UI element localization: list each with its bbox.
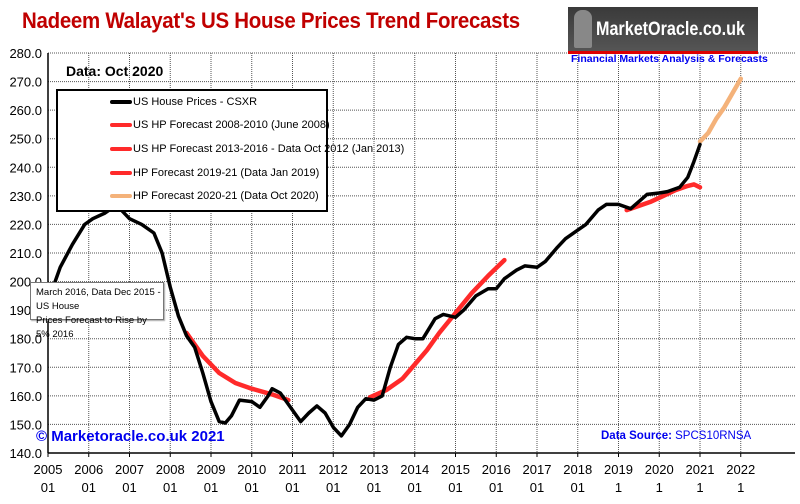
legend-swatch — [110, 147, 132, 151]
legend-swatch — [110, 171, 132, 175]
series-line-0 — [46, 142, 702, 438]
x-tick-label: 01 — [489, 480, 503, 495]
y-tick-label: 150.0 — [9, 417, 42, 432]
x-tick-label: 01 — [122, 480, 136, 495]
x-tick-label: 2012 — [319, 462, 348, 477]
x-tick-label: 2022 — [726, 462, 755, 477]
source-label: Data Source: — [601, 430, 672, 442]
data-source: Data Source: SPCS10RNSA — [601, 430, 751, 442]
legend-item: HP Forecast 2019-21 (Data Jan 2019) — [110, 167, 319, 179]
y-tick-label: 170.0 — [9, 360, 42, 375]
x-tick-label: 2014 — [400, 462, 429, 477]
marketoracle-logo: MarketOracle.co.uk — [568, 7, 758, 54]
x-tick-label: 2009 — [197, 462, 226, 477]
x-tick-label: 2005 — [34, 462, 63, 477]
x-tick-label: 2018 — [563, 462, 592, 477]
y-tick-label: 160.0 — [9, 389, 42, 404]
legend-swatch — [110, 100, 132, 104]
x-tick-label: 01 — [448, 480, 462, 495]
y-tick-label: 220.0 — [9, 217, 42, 232]
y-tick-label: 240.0 — [9, 160, 42, 175]
x-tick-label: 01 — [326, 480, 340, 495]
legend-item: US HP Forecast 2008-2010 (June 2008) — [110, 119, 330, 131]
x-tick-label: 2008 — [156, 462, 185, 477]
y-tick-label: 180.0 — [9, 332, 42, 347]
legend-swatch — [110, 194, 132, 198]
legend-item: US House Prices - CSXR — [110, 96, 257, 108]
x-tick-label: 01 — [571, 480, 585, 495]
y-tick-label: 250.0 — [9, 132, 42, 147]
x-tick-label: 2006 — [74, 462, 103, 477]
y-tick-label: 270.0 — [9, 75, 42, 90]
y-tick-label: 210.0 — [9, 246, 42, 261]
logo-subtitle: Financial Markets Analysis & Forecasts — [571, 53, 768, 65]
source-value: SPCS10RNSA — [675, 430, 752, 442]
x-tick-label: 01 — [367, 480, 381, 495]
x-tick-label: 1 — [696, 480, 703, 495]
x-tick-label: 2015 — [441, 462, 470, 477]
x-tick-label: 2010 — [237, 462, 266, 477]
chart-title: Nadeem Walayat's US House Prices Trend F… — [22, 8, 520, 33]
x-tick-label: 01 — [204, 480, 218, 495]
x-tick-label: 2013 — [360, 462, 389, 477]
x-tick-label: 01 — [41, 480, 55, 495]
x-tick-label: 2019 — [604, 462, 633, 477]
annotation-line: Prices Forecast to Rise by 5% 2016 — [36, 315, 147, 340]
legend-label: HP Forecast 2019-21 (Data Jan 2019) — [133, 167, 320, 179]
copyright: © Marketoracle.co.uk 2021 — [36, 428, 225, 445]
statue-icon — [574, 10, 592, 48]
series-line-3 — [624, 182, 703, 213]
y-tick-label: 140.0 — [9, 446, 42, 461]
forecast-annotation: March 2016, Data Dec 2015 - US House Pri… — [30, 282, 164, 340]
data-date-label: Data: Oct 2020 — [66, 63, 164, 79]
x-tick-label: 01 — [163, 480, 177, 495]
x-tick-label: 01 — [285, 480, 299, 495]
y-tick-label: 280.0 — [9, 46, 42, 61]
series-line-4 — [697, 76, 744, 144]
x-tick-label: 01 — [408, 480, 422, 495]
legend-item: HP Forecast 2020-21 (Data Oct 2020) — [110, 190, 319, 202]
x-tick-label: 01 — [530, 480, 544, 495]
y-tick-label: 260.0 — [9, 103, 42, 118]
legend-swatch — [110, 123, 132, 127]
logo-text: MarketOracle.co.uk — [596, 19, 746, 40]
legend-label: US HP Forecast 2013-2016 - Data Oct 2012… — [133, 143, 405, 155]
x-tick-label: 1 — [615, 480, 622, 495]
x-tick-label: 2021 — [686, 462, 715, 477]
legend: US House Prices - CSXR US HP Forecast 20… — [56, 89, 404, 212]
x-tick-label: 1 — [656, 480, 663, 495]
series-line-2 — [367, 257, 507, 400]
annotation-line: March 2016, Data Dec 2015 - US House — [36, 287, 161, 312]
x-tick-label: 2007 — [115, 462, 144, 477]
legend-label: US House Prices - CSXR — [133, 96, 258, 108]
y-tick-label: 230.0 — [9, 189, 42, 204]
x-tick-label: 01 — [82, 480, 96, 495]
legend-label: HP Forecast 2020-21 (Data Oct 2020) — [133, 190, 319, 202]
x-tick-label: 2017 — [523, 462, 552, 477]
x-tick-label: 2011 — [279, 462, 307, 477]
x-tick-label: 01 — [245, 480, 259, 495]
x-tick-label: 1 — [737, 480, 744, 495]
x-tick-label: 2020 — [645, 462, 674, 477]
legend-label: US HP Forecast 2008-2010 (June 2008) — [133, 119, 330, 131]
series-line-1 — [184, 330, 291, 403]
x-tick-label: 2016 — [482, 462, 511, 477]
legend-item: US HP Forecast 2013-2016 - Data Oct 2012… — [110, 143, 404, 155]
